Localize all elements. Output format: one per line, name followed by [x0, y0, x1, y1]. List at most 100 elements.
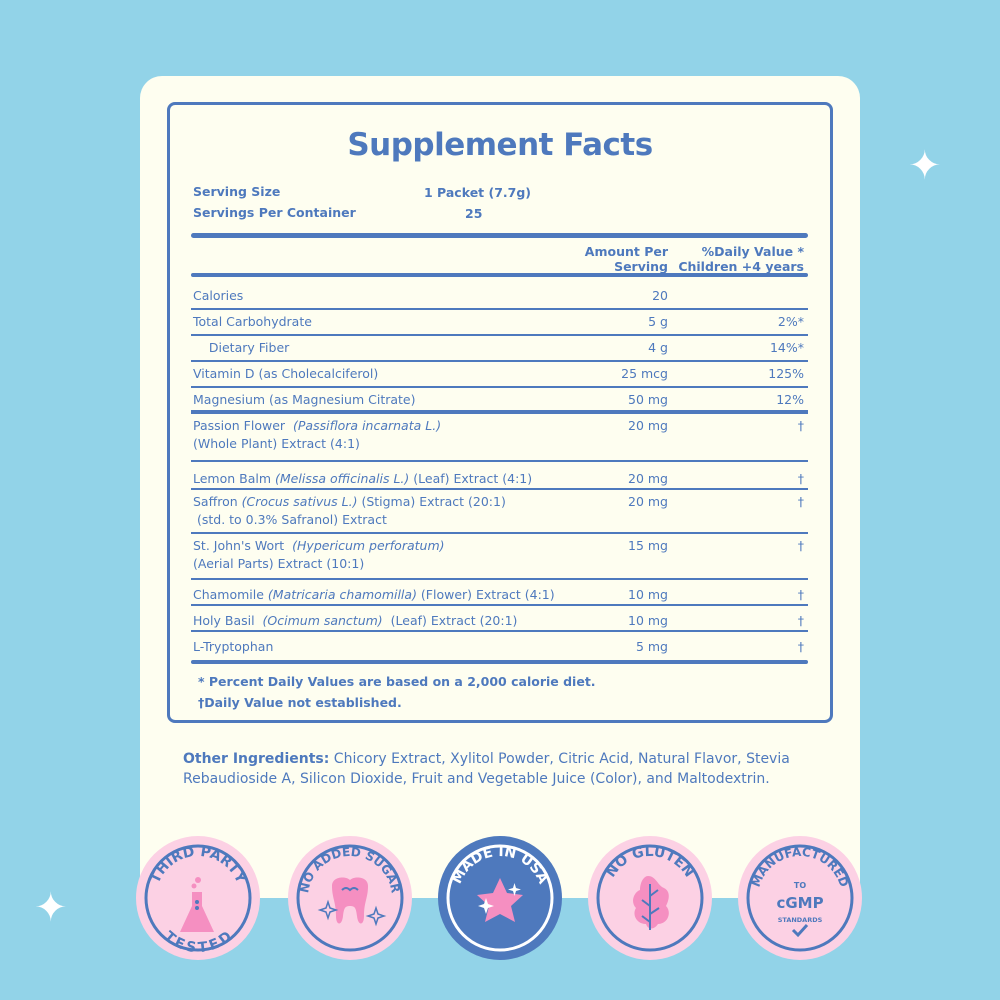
- badge-made-in-usa: MADE IN USA: [436, 834, 564, 962]
- daily-value: †: [797, 613, 804, 628]
- star-icon: [477, 878, 523, 922]
- latin-name: (Hypericum perforatum): [292, 538, 445, 553]
- name-text: Holy Basil: [193, 613, 263, 628]
- nutrient-name: Magnesium (as Magnesium Citrate): [191, 391, 808, 409]
- leaf-icon: [633, 876, 669, 930]
- nutrient-name: Chamomile (Matricaria chamomilla) (Flowe…: [191, 583, 808, 604]
- table-row: St. John's Wort (Hypericum perforatum) (A…: [191, 534, 808, 580]
- table-row: Chamomile (Matricaria chamomilla) (Flowe…: [191, 580, 808, 606]
- name-text: Magnesium (as Magnesium Citrate): [193, 392, 416, 407]
- daily-value: 12%: [776, 392, 804, 407]
- badge-no-gluten: NO GLUTEN: [586, 834, 714, 962]
- name-text: Dietary Fiber: [193, 340, 290, 355]
- servings-per-container-value: 25: [465, 206, 483, 221]
- serving-size-label: Serving Size: [193, 184, 281, 199]
- nutrient-name: L-Tryptophan: [191, 635, 808, 656]
- footnote-percent: * Percent Daily Values are based on a 2,…: [198, 674, 596, 689]
- amount-per-serving: 5 g: [648, 314, 668, 329]
- name-text: (Leaf) Extract (20:1): [382, 613, 518, 628]
- latin-name: (Matricaria chamomilla): [267, 587, 417, 602]
- serving-size-value: 1 Packet (7.7g): [424, 185, 532, 200]
- label-card: [140, 76, 860, 898]
- name-text: Vitamin D (as Cholecalciferol): [193, 366, 379, 381]
- name-text: Passion Flower: [193, 418, 293, 433]
- page-title: Supplement Facts: [347, 127, 653, 163]
- badge-third-party: THIRD PARTY TESTED: [134, 834, 262, 962]
- other-ingredients: Other Ingredients: Chicory Extract, Xyli…: [183, 749, 833, 789]
- latin-name: (Passiflora incarnata L.): [293, 418, 442, 433]
- amount-per-serving: 4 g: [648, 340, 668, 355]
- other-ingredients-text: Chicory Extract, Xylitol Powder, Citric …: [183, 751, 790, 787]
- daily-value: 14%*: [769, 340, 804, 355]
- nutrient-name: Saffron (Crocus sativus L.) (Stigma) Ext…: [191, 493, 808, 529]
- daily-value: †: [797, 494, 804, 509]
- table-row: Total Carbohydrate 5 g 2%*: [191, 310, 808, 336]
- footnote-dagger: †Daily Value not established.: [198, 695, 402, 710]
- badge-no-added-sugar: NO ADDED SUGAR: [286, 834, 414, 962]
- amount-per-serving: 10 mg: [628, 613, 668, 628]
- nutrient-name: Holy Basil (Ocimum sanctum) (Leaf) Extra…: [191, 609, 808, 630]
- daily-value-header: %Daily Value * Children +4 years: [678, 244, 804, 274]
- name-text: (Leaf) Extract (4:1): [409, 471, 533, 486]
- name-text: Calories: [193, 288, 244, 303]
- other-ingredients-label: Other Ingredients:: [183, 751, 330, 767]
- divider: [191, 273, 808, 277]
- sparkle-icon: ✦: [908, 143, 942, 189]
- nutrient-name: Total Carbohydrate: [191, 313, 808, 331]
- amount-per-serving: 5 mg: [635, 639, 668, 654]
- nutrient-name: Calories: [191, 287, 808, 305]
- nutrient-name: Dietary Fiber: [191, 339, 808, 357]
- name-text: Chamomile: [193, 587, 268, 602]
- check-icon: [791, 923, 809, 938]
- name-text: (Aerial Parts) Extract (10:1): [193, 556, 365, 571]
- flask-icon: [180, 877, 214, 932]
- latin-name: (Ocimum sanctum): [262, 613, 383, 628]
- badge-manufactured: MANUFACTURED TO cGMP STANDARDS: [736, 834, 864, 962]
- daily-value: †: [797, 471, 804, 486]
- daily-value: †: [797, 538, 804, 553]
- name-text: L-Tryptophan: [193, 639, 274, 654]
- name-text: Lemon Balm: [193, 471, 276, 486]
- table-row: Calories 20: [191, 284, 808, 310]
- name-text: (std. to 0.3% Safranol) Extract: [193, 512, 387, 527]
- daily-value: †: [797, 418, 804, 433]
- amount-per-serving: 25 mcg: [621, 366, 668, 381]
- daily-value: †: [797, 639, 804, 654]
- name-text: Saffron: [193, 494, 242, 509]
- name-text: (Whole Plant) Extract (4:1): [193, 436, 360, 451]
- table-row: Holy Basil (Ocimum sanctum) (Leaf) Extra…: [191, 606, 808, 632]
- table-row: L-Tryptophan 5 mg †: [191, 632, 808, 662]
- amount-per-serving: 10 mg: [628, 587, 668, 602]
- daily-value: †: [797, 587, 804, 602]
- table-row: Vitamin D (as Cholecalciferol) 25 mcg 125%: [191, 362, 808, 388]
- badge-center-text: STANDARDS: [778, 916, 823, 924]
- badge-center-text: cGMP: [776, 894, 823, 912]
- amount-per-serving: 15 mg: [628, 538, 668, 553]
- amount-header: Amount Per Serving: [584, 244, 668, 274]
- divider: [191, 233, 808, 238]
- daily-value: 125%: [768, 366, 804, 381]
- nutrient-table: Calories 20 Total Carbohydrate 5 g 2%* Dieta…: [191, 284, 808, 662]
- table-row: Dietary Fiber 4 g 14%*: [191, 336, 808, 362]
- servings-per-container-label: Servings Per Container: [193, 205, 356, 220]
- table-row: Lemon Balm (Melissa officinalis L.) (Lea…: [191, 462, 808, 490]
- amount-per-serving: 50 mg: [628, 392, 668, 407]
- daily-value: 2%*: [777, 314, 804, 329]
- nutrient-name: Passion Flower (Passiflora incarnata L.)…: [191, 417, 808, 453]
- amount-per-serving: 20 mg: [628, 471, 668, 486]
- supplement-facts-panel: Supplement Facts: [167, 102, 833, 723]
- nutrient-name: Vitamin D (as Cholecalciferol): [191, 365, 808, 383]
- name-text: (Stigma) Extract (20:1): [357, 494, 506, 509]
- latin-name: (Melissa officinalis L.): [275, 471, 410, 486]
- table-row: Saffron (Crocus sativus L.) (Stigma) Ext…: [191, 490, 808, 534]
- badge-center-text: TO: [794, 881, 806, 890]
- name-text: Total Carbohydrate: [193, 314, 312, 329]
- nutrient-name: St. John's Wort (Hypericum perforatum) (A…: [191, 537, 808, 573]
- table-row: Passion Flower (Passiflora incarnata L.)…: [191, 414, 808, 462]
- amount-per-serving: 20: [652, 288, 668, 303]
- table-row: Magnesium (as Magnesium Citrate) 50 mg 12%: [191, 388, 808, 414]
- sparkle-icon: ✦: [34, 885, 68, 931]
- divider: [191, 660, 808, 664]
- nutrient-name: Lemon Balm (Melissa officinalis L.) (Lea…: [191, 465, 808, 488]
- amount-per-serving: 20 mg: [628, 418, 668, 433]
